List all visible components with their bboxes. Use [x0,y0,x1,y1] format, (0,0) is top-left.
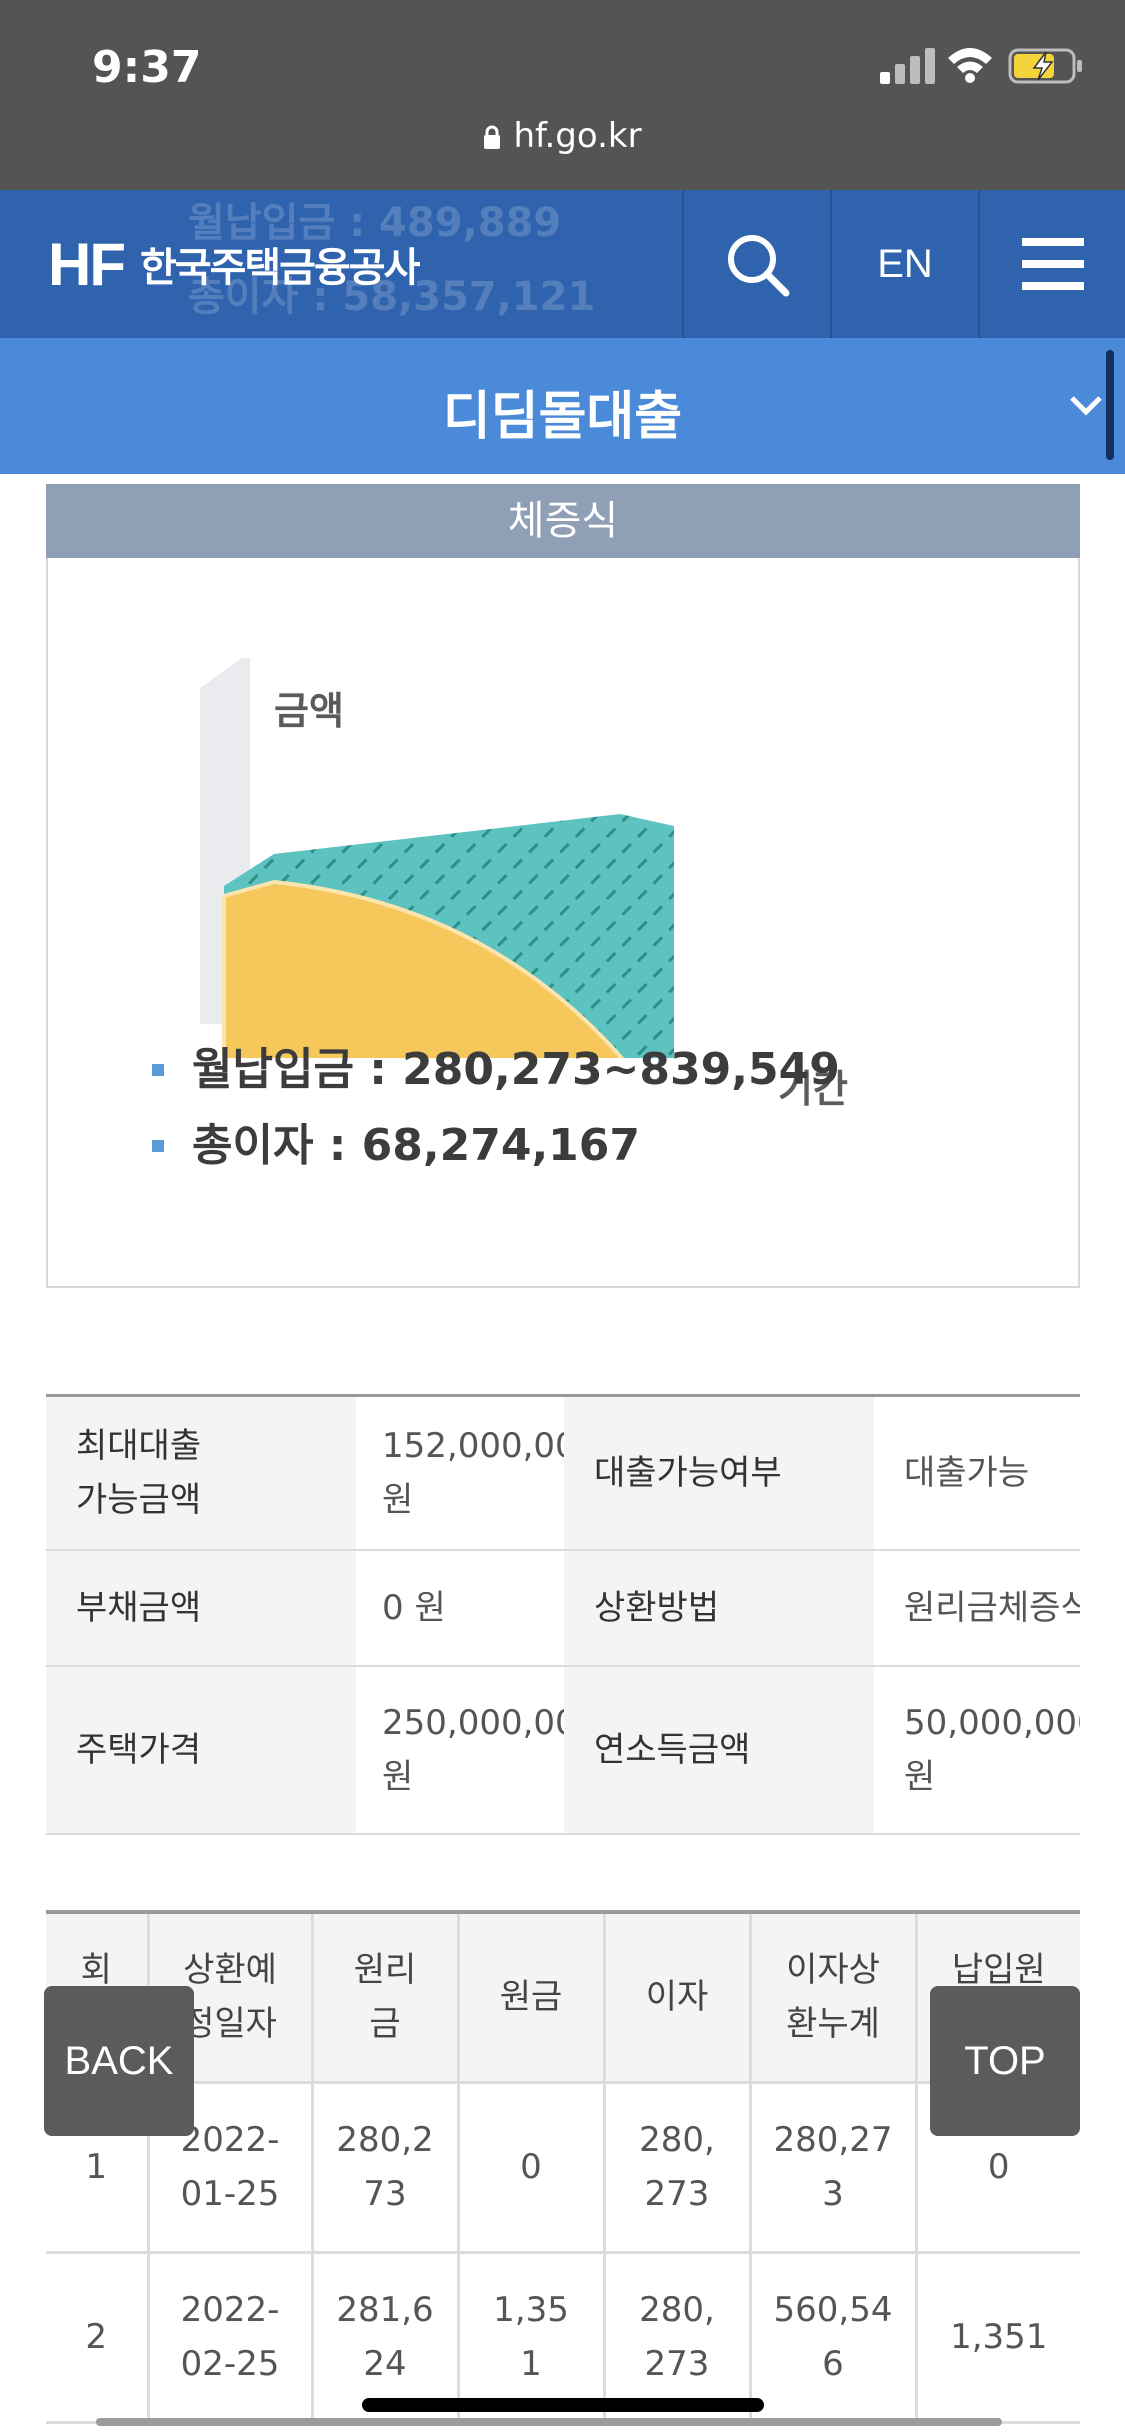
menu-icon [1021,238,1084,290]
language-button[interactable]: EN [830,190,978,338]
info-label: 주택가격 [46,1667,356,1833]
table-cell: 2022- 02-25 [146,2250,314,2424]
search-icon [728,235,790,297]
back-button[interactable]: BACK [44,1986,194,2136]
bullet-icon [152,1140,164,1152]
url-bar[interactable]: hf.go.kr [0,116,1125,172]
table-cell: 1,35 1 [456,2250,606,2424]
table-cell: 280,2 73 [310,2080,460,2254]
status-bar: 9:37 hf.go.kr [0,0,1125,190]
table-cell: 560,54 6 [748,2250,918,2424]
search-button[interactable] [682,190,830,338]
battery-charging-icon [1008,48,1082,84]
chart-y-label: 금액 [274,689,344,733]
hf-logo[interactable]: HF 한국주택금융공사 [48,226,420,302]
table-cell: 280,27 3 [748,2080,918,2254]
table-cell: 1,351 [914,2250,1080,2424]
lock-icon [484,125,501,149]
info-label: 대출가능여부 [564,1397,874,1549]
repayment-type-header: 체증식 [46,484,1080,558]
page-title-bar[interactable]: 디딤돌대출 [0,338,1125,474]
repayment-graph [200,652,848,1128]
table-row: 2 2022- 02-25 281,6 24 1,35 1 280, 273 5… [46,2250,1080,2424]
monthly-payment-text: 월납입금 : 280,273~839,549 [192,1044,840,1095]
chevron-down-icon[interactable] [1068,390,1104,420]
wifi-icon [948,48,992,83]
horizontal-scrollbar[interactable] [96,2418,1002,2426]
info-value: 50,000,000 원 [874,1667,1080,1833]
repayment-stats: 월납입금 : 280,273~839,549 총이자 : 68,274,167 [152,1032,840,1184]
info-value: 0 원 [356,1551,564,1665]
info-row: 부채금액 0 원 상환방법 원리금체증식상 [46,1551,1080,1667]
ghost-total-interest: 총이자 : 58,357,121 [188,274,596,320]
col-header-interest: 이자 [602,1910,752,2084]
info-value: 원리금체증식상 [874,1551,1080,1665]
logo-mark: HF [48,230,126,298]
total-interest-text: 총이자 : 68,274,167 [192,1120,641,1171]
title-bar-scrollbar [1106,350,1114,460]
table-row: 1 2022- 01-25 280,2 73 0 280, 273 280,27… [46,2080,1080,2254]
home-indicator[interactable] [362,2398,764,2412]
bullet-icon [152,1064,164,1076]
repayment-panel: 금액 기간 월납입금 : 280,273~839,549 총이자 : 68,27… [46,558,1080,1288]
repayment-illustration: 금액 기간 [148,652,848,1128]
menu-button[interactable] [978,190,1125,338]
logo-org-name: 한국주택금융공사 [139,245,420,291]
site-header: 월납입금 : 489,889 총이자 : 58,357,121 HF 한국주택금… [0,190,1125,338]
schedule-header-row: 회 차 상환예 정일자 원리 금 원금 이자 이자상 환누계 납입원 금누계 [46,1910,1080,2084]
table-cell: 2 [46,2250,150,2424]
status-time: 9:37 [92,42,202,93]
signal-icon [880,48,935,84]
info-value: 152,000,000 원 [356,1397,598,1549]
col-header-interest-total: 이자상 환누계 [748,1910,918,2084]
total-interest-item: 총이자 : 68,274,167 [152,1108,840,1184]
loan-info-table: 최대대출 가능금액 152,000,000 원 대출가능여부 대출가능 부채금액… [46,1394,1080,1835]
col-header-installment: 원리 금 [310,1910,460,2084]
col-header-principal: 원금 [456,1910,606,2084]
page-title: 디딤돌대출 [442,387,683,447]
table-cell: 2022- 01-25 [146,2080,314,2254]
info-row: 주택가격 250,000,000 원 연소득금액 50,000,000 원 [46,1667,1080,1835]
table-cell: 281,6 24 [310,2250,460,2424]
info-label: 상환방법 [564,1551,874,1665]
info-value: 대출가능 [874,1397,1080,1549]
chart-x-label: 기간 [778,1067,848,1111]
info-row: 최대대출 가능금액 152,000,000 원 대출가능여부 대출가능 [46,1397,1080,1551]
ghost-monthly-payment: 월납입금 : 489,889 [188,200,562,246]
info-label: 최대대출 가능금액 [46,1397,356,1549]
info-value: 250,000,000 원 [356,1667,598,1833]
table-cell: 280, 273 [602,2250,752,2424]
url-text: hf.go.kr [513,116,642,156]
repayment-schedule-table: 회 차 상환예 정일자 원리 금 원금 이자 이자상 환누계 납입원 금누계 1… [46,1910,1080,2424]
monthly-payment-item: 월납입금 : 280,273~839,549 [152,1032,840,1108]
info-label: 부채금액 [46,1551,356,1665]
table-cell: 280, 273 [602,2080,752,2254]
info-label: 연소득금액 [564,1667,874,1833]
top-button[interactable]: TOP [930,1986,1080,2136]
table-cell: 0 [456,2080,606,2254]
